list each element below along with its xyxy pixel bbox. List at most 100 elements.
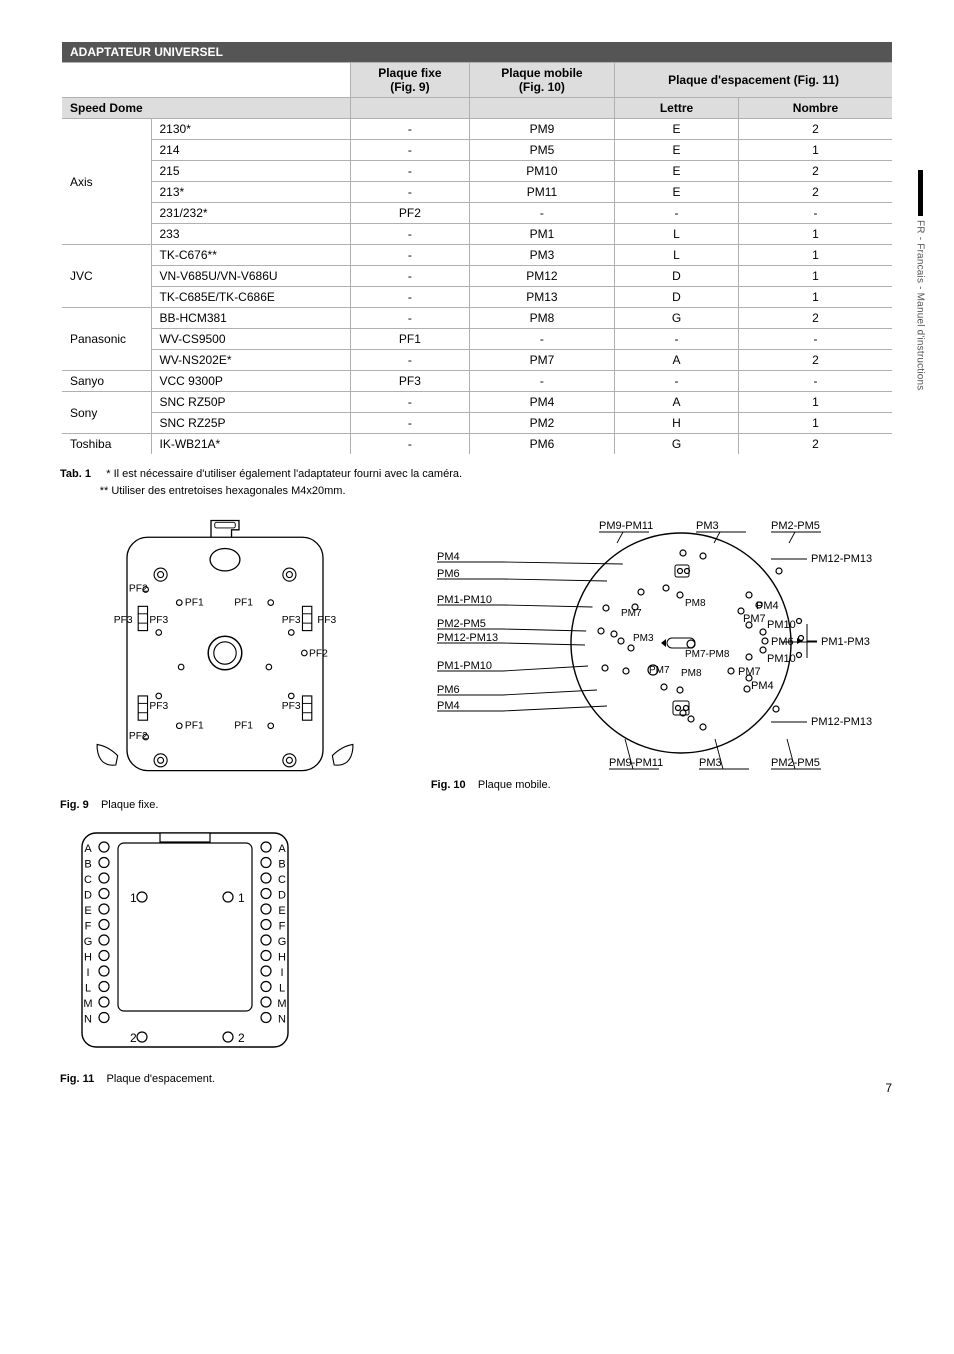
svg-text:PF1: PF1 [234,597,253,608]
svg-text:L: L [85,983,91,995]
brand-cell: Sony [61,392,151,434]
svg-text:PM1-PM10: PM1-PM10 [437,594,492,606]
fig11-svg: AABBCCDDEEFFGGHHIILLMMNN1122 [60,827,310,1067]
svg-text:PF1: PF1 [185,721,204,732]
svg-text:PM1-PM3: PM1-PM3 [821,636,870,648]
svg-text:PM7: PM7 [649,665,670,676]
svg-text:2: 2 [238,1031,245,1045]
svg-text:PM4: PM4 [756,600,779,612]
pm-cell: - [469,329,614,350]
table-header-row-1: Plaque fixe(Fig. 9) Plaque mobile(Fig. 1… [61,63,893,98]
svg-text:PF3: PF3 [282,701,301,712]
speed-dome-row: Speed Dome Lettre Nombre [61,98,893,119]
lettre-cell: D [615,266,739,287]
pm-cell: PM5 [469,140,614,161]
col-plaque-fixe: Plaque fixe(Fig. 9) [351,63,470,98]
svg-text:G: G [278,936,287,948]
nombre-cell: 1 [738,392,893,413]
model-cell: 233 [151,224,351,245]
col-plaque-espacement: Plaque d'espacement (Fig. 11) [615,63,893,98]
svg-text:PM4: PM4 [751,680,774,692]
svg-text:B: B [278,859,285,871]
svg-text:PM7: PM7 [738,666,761,678]
model-cell: VN-V685U/VN-V686U [151,266,351,287]
fig9-caption: Fig. 9 Plaque fixe. [60,799,391,811]
svg-text:H: H [84,952,92,964]
lettre-cell: E [615,140,739,161]
pf-cell: PF3 [351,371,470,392]
side-text: FR - Francais - Manuel d'instructions [915,220,926,390]
svg-text:A: A [278,843,286,855]
side-bar [918,170,923,216]
model-cell: 231/232* [151,203,351,224]
lettre-cell: - [615,203,739,224]
svg-text:H: H [278,952,286,964]
svg-text:A: A [84,843,92,855]
table-row: ToshibaIK-WB21A*-PM6G2 [61,434,893,456]
brand-cell: Panasonic [61,308,151,371]
table-row: WV-NS202E*-PM7A2 [61,350,893,371]
nombre-cell: - [738,329,893,350]
footnote-line2: ** Utiliser des entretoises hexagonales … [100,485,346,497]
table-row: TK-C685E/TK-C686E-PM13D1 [61,287,893,308]
model-cell: SNC RZ25P [151,413,351,434]
svg-text:E: E [278,905,285,917]
nombre-cell: 1 [738,224,893,245]
fig11-caption: Fig. 11 Plaque d'espacement. [60,1073,894,1085]
fig10-svg: PM4PM6PM1-PM10PM2-PM5PM12-PM13PM1-PM10PM… [431,513,891,773]
svg-text:PM6: PM6 [437,568,460,580]
svg-text:I: I [86,967,89,979]
svg-text:PM7: PM7 [621,608,642,619]
table-row: SonySNC RZ50P-PM4A1 [61,392,893,413]
svg-text:PM1-PM10: PM1-PM10 [437,660,492,672]
svg-text:PM12-PM13: PM12-PM13 [811,553,872,565]
table-footnote: Tab. 1 * Il est nécessaire d'utiliser ég… [60,466,894,499]
pf-cell: - [351,413,470,434]
nombre-cell: 2 [738,308,893,329]
svg-text:PM10: PM10 [767,619,796,631]
lettre-cell: D [615,287,739,308]
svg-text:PF1: PF1 [234,721,253,732]
svg-text:PM3: PM3 [699,757,722,769]
col-nombre: Nombre [738,98,893,119]
table-row: VN-V685U/VN-V686U-PM12D1 [61,266,893,287]
table-row: WV-CS9500PF1--- [61,329,893,350]
svg-text:PM9-PM11: PM9-PM11 [609,757,663,769]
fig11-block: AABBCCDDEEFFGGHHIILLMMNN1122 Fig. 11 Pla… [60,827,894,1085]
svg-text:PM4: PM4 [437,700,460,712]
svg-text:E: E [84,905,91,917]
svg-text:2: 2 [130,1031,137,1045]
svg-text:PM3: PM3 [696,520,719,532]
model-cell: 213* [151,182,351,203]
nombre-cell: 2 [738,350,893,371]
nombre-cell: 1 [738,245,893,266]
svg-text:PM7: PM7 [743,613,766,625]
pf-cell: - [351,245,470,266]
brand-cell: Toshiba [61,434,151,456]
svg-text:N: N [84,1014,92,1026]
svg-text:PM12-PM13: PM12-PM13 [811,716,872,728]
svg-text:D: D [278,890,286,902]
brand-cell: Axis [61,119,151,245]
model-cell: 215 [151,161,351,182]
lettre-cell: G [615,308,739,329]
fig10-caption: Fig. 10 Plaque mobile. [431,779,894,791]
svg-text:PF3: PF3 [282,615,301,626]
pm-cell: PM10 [469,161,614,182]
model-cell: WV-NS202E* [151,350,351,371]
pm-cell: PM13 [469,287,614,308]
figures-row: PF2PF2PF2PF1PF1PF1PF1PF3PF3PF3PF3PF3PF3 … [60,513,894,811]
pf-cell: - [351,350,470,371]
svg-text:D: D [84,890,92,902]
lettre-cell: G [615,434,739,456]
model-cell: 214 [151,140,351,161]
lettre-cell: - [615,371,739,392]
model-cell: 2130* [151,119,351,140]
pf-cell: - [351,140,470,161]
nombre-cell: 1 [738,140,893,161]
svg-text:PF3: PF3 [149,615,168,626]
svg-text:PM12-PM13: PM12-PM13 [437,632,498,644]
svg-text:PM9-PM11: PM9-PM11 [599,520,653,532]
fig10-col: PM4PM6PM1-PM10PM2-PM5PM12-PM13PM1-PM10PM… [431,513,894,811]
table-row: 213*-PM11E2 [61,182,893,203]
